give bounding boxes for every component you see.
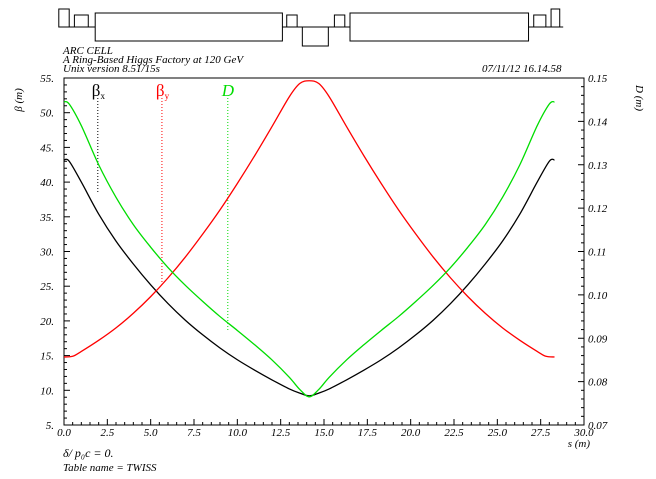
chart-subtitle: A Ring-Based Higgs Factory at 120 GeV xyxy=(63,54,244,66)
lattice-quad_down xyxy=(301,26,329,47)
lattice-dipole xyxy=(94,12,283,42)
lattice-dipole xyxy=(349,12,530,42)
x-tick-label: 20.0 xyxy=(401,427,421,439)
x-axis-label: s (m) xyxy=(568,438,591,450)
x-tick-label: 2.5 xyxy=(100,427,114,439)
right-y-tick-label: 0.15 xyxy=(588,73,608,85)
lattice-layout xyxy=(58,8,564,47)
left-y-axis-label: β (m) xyxy=(13,88,25,113)
lattice-sext xyxy=(73,14,89,28)
legend-entry: βy xyxy=(156,81,170,101)
x-tick-label: 5.0 xyxy=(144,427,158,439)
momentum-deviation-note: δ/ p₀c = 0. xyxy=(63,446,114,460)
x-tick-label: 12.5 xyxy=(271,427,291,439)
right-y-tick-label: 0.09 xyxy=(588,333,608,345)
lattice-quad xyxy=(58,8,70,28)
lattice-quad xyxy=(550,8,561,28)
series-line-βy xyxy=(63,80,555,358)
left-y-tick-label: 55. xyxy=(40,73,54,85)
lattice-sext xyxy=(286,14,298,28)
series-line-D xyxy=(63,100,555,398)
right-y-axis: 0.07 0.08 0.09 0.10 0.11 0.12 0.13 0.14 0.15 xyxy=(578,73,608,432)
x-tick-label: 17.5 xyxy=(358,427,378,439)
chart-title: ARC CELL xyxy=(63,45,113,57)
lattice-sext xyxy=(533,14,547,28)
x-tick-label: 30.0 xyxy=(573,427,594,439)
legend: βx βy D xyxy=(92,81,235,101)
x-tick-label: 15.0 xyxy=(314,427,334,439)
x-tick-label: 27.5 xyxy=(531,427,551,439)
lattice-sext xyxy=(333,14,346,28)
x-tick-label: 0.0 xyxy=(57,427,71,439)
x-tick-label: 7.5 xyxy=(187,427,201,439)
left-y-tick-label: 25. xyxy=(40,281,54,293)
right-y-tick-label: 0.12 xyxy=(588,203,608,215)
left-y-tick-label: 30. xyxy=(39,247,54,259)
version-label: Unix version 8.51/15s xyxy=(63,63,160,75)
left-y-tick-label: 10. xyxy=(40,385,54,397)
legend-entry: D xyxy=(221,81,235,100)
right-y-axis-label: D (m) xyxy=(633,84,645,111)
left-y-tick-label: 15. xyxy=(40,351,54,363)
right-y-tick-label: 0.08 xyxy=(588,377,608,389)
legend-markers xyxy=(97,98,229,330)
left-y-tick-label: 45. xyxy=(40,142,54,154)
x-tick-label: 22.5 xyxy=(444,427,464,439)
left-y-tick-label: 50. xyxy=(40,108,54,120)
left-y-tick-label: 20. xyxy=(40,316,54,328)
left-y-tick-label: 5. xyxy=(46,420,54,432)
right-y-tick-label: 0.14 xyxy=(588,116,608,128)
x-tick-label: 25.0 xyxy=(488,427,508,439)
legend-entry: βx xyxy=(92,81,106,101)
right-y-tick-label: 0.10 xyxy=(588,290,608,302)
right-y-tick-label: 0.07 xyxy=(588,420,608,432)
series-line-βx xyxy=(63,158,555,397)
x-axis: 0.0 2.5 5.0 7.5 10.0 12.5 15.0 17.5 20.0 22.5 25.0… xyxy=(57,419,594,439)
left-y-axis: 5. 10. 15. 20. 25. 30. 35. 40. 45. 50. 55. xyxy=(39,73,70,432)
table-name-note: Table name = TWISS xyxy=(63,462,157,474)
x-tick-label: 10.0 xyxy=(228,427,248,439)
series-group xyxy=(63,80,555,398)
right-y-tick-label: 0.13 xyxy=(588,160,608,172)
left-y-tick-label: 40. xyxy=(40,177,54,189)
right-y-tick-label: 0.11 xyxy=(588,247,606,259)
timestamp: 07/11/12 16.14.58 xyxy=(482,63,562,75)
plot-frame xyxy=(63,77,585,426)
left-y-tick-label: 35. xyxy=(39,212,54,224)
